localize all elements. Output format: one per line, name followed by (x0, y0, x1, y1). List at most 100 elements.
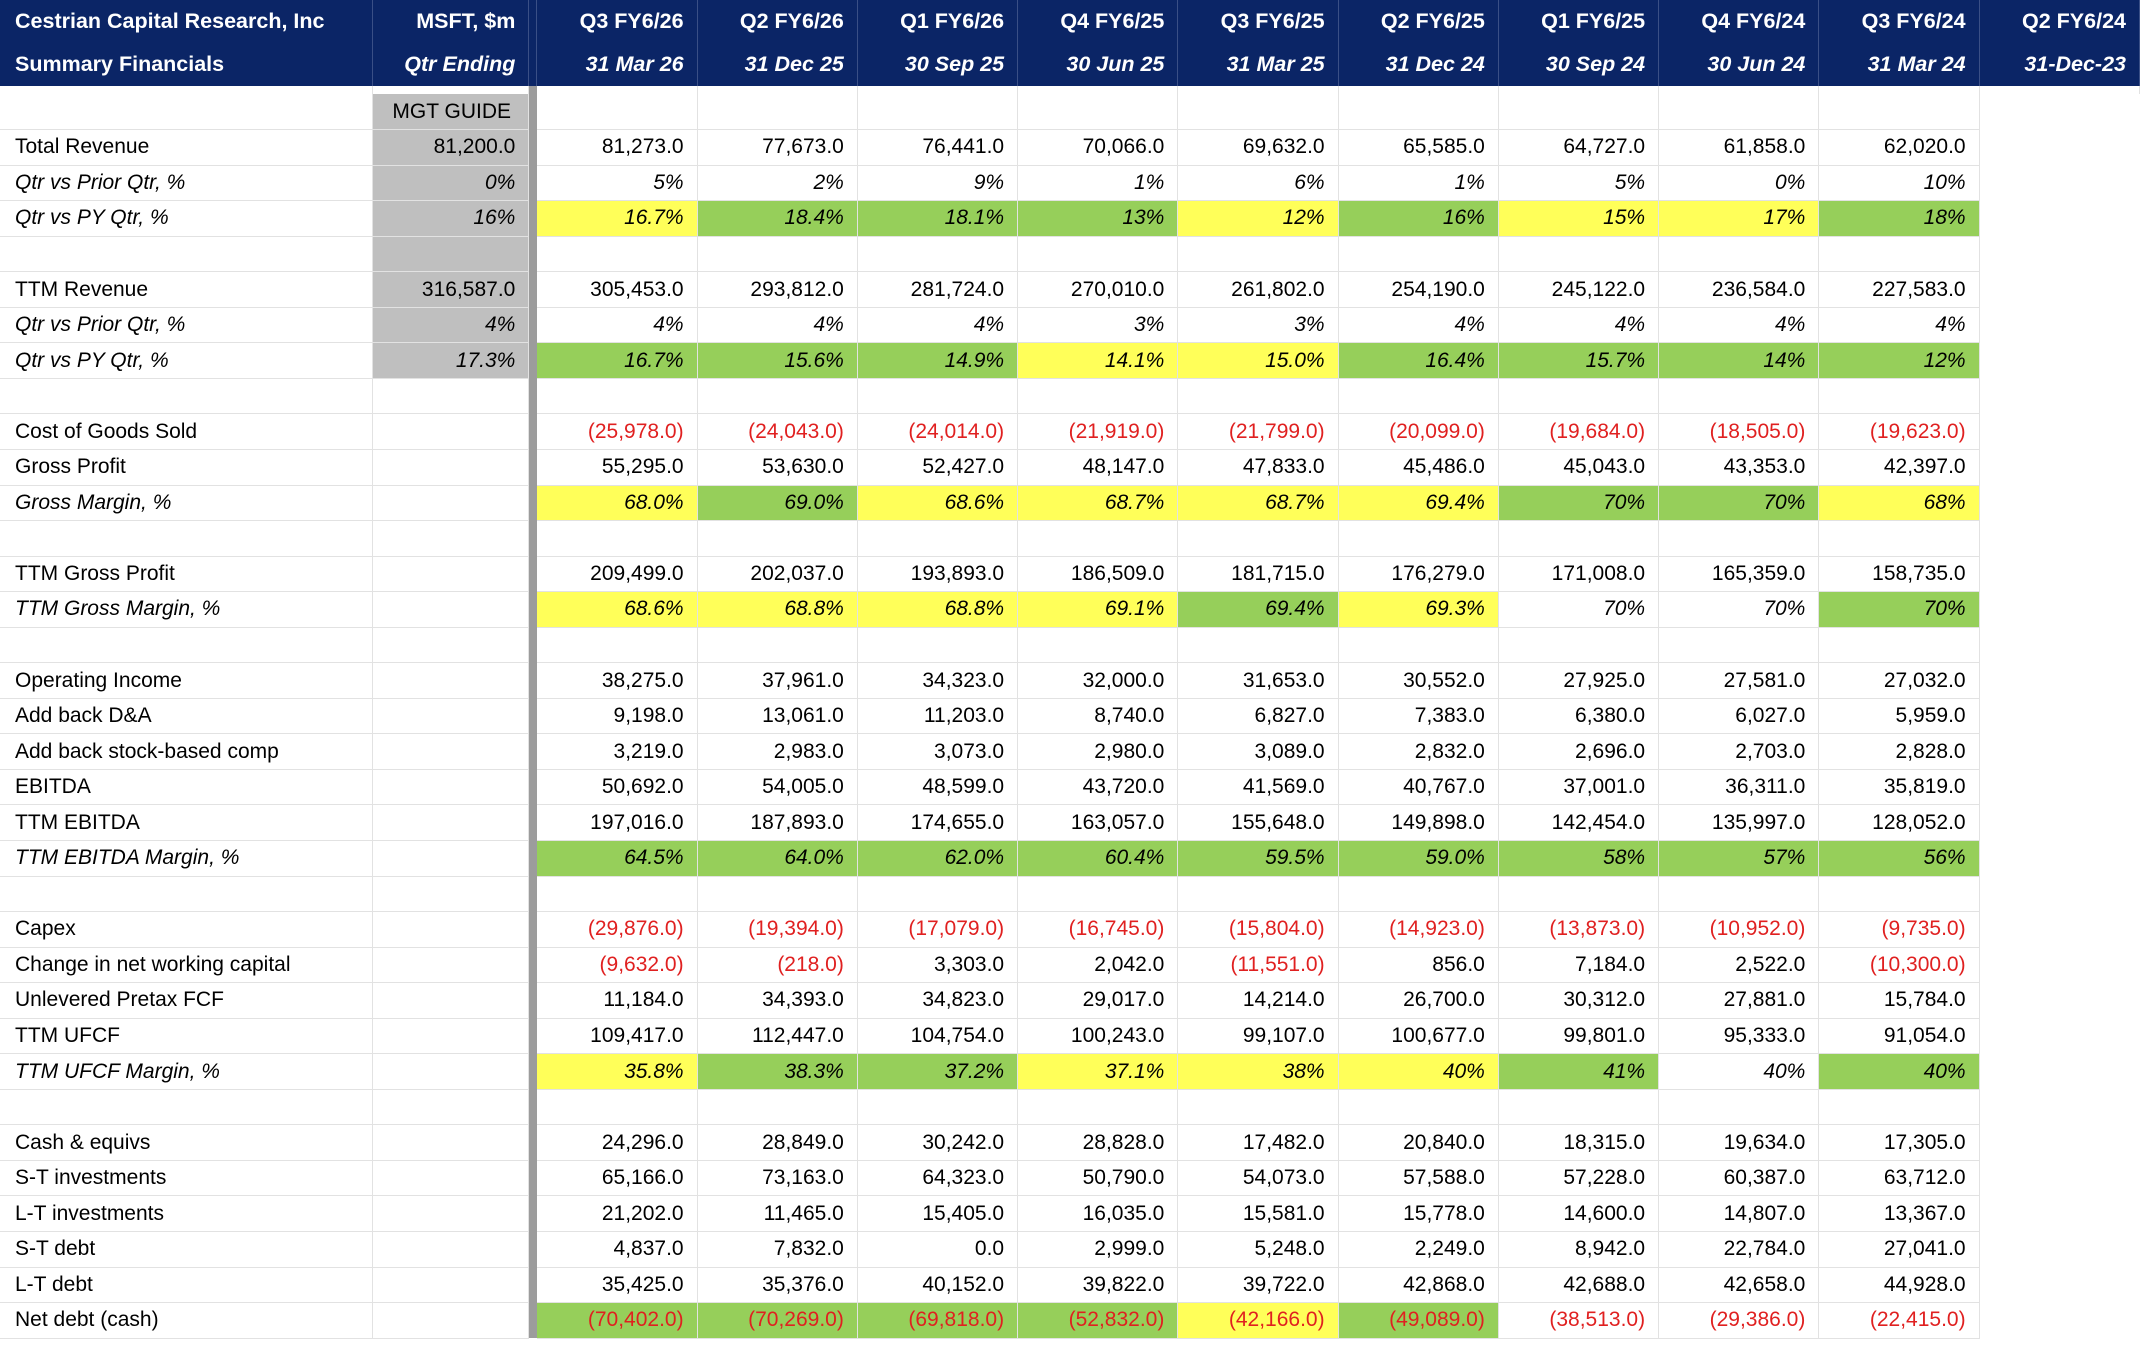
quarter-date[interactable]: 31-Dec-23 (1979, 43, 2140, 86)
row-label[interactable] (0, 520, 374, 557)
data-cell[interactable] (1017, 94, 1179, 131)
data-cell[interactable]: 38.3% (697, 1053, 858, 1090)
data-cell[interactable]: 35,376.0 (697, 1267, 858, 1304)
data-cell[interactable]: 5,248.0 (1177, 1231, 1339, 1268)
data-cell[interactable]: 62.0% (857, 840, 1019, 877)
data-cell[interactable]: 56% (1818, 840, 1980, 877)
data-cell[interactable]: 2,828.0 (1818, 733, 1980, 770)
data-cell[interactable]: 16.7% (536, 200, 698, 237)
data-cell[interactable] (1818, 876, 1980, 913)
data-cell[interactable] (1818, 236, 1980, 273)
quarter-date[interactable]: 30 Sep 24 (1498, 43, 1660, 86)
quarter-date[interactable]: 31 Mar 26 (536, 43, 698, 86)
data-cell[interactable]: 181,715.0 (1177, 556, 1339, 593)
data-cell[interactable]: 3,219.0 (536, 733, 698, 770)
row-label[interactable] (0, 627, 374, 664)
data-cell[interactable]: 37.2% (857, 1053, 1019, 1090)
data-cell[interactable]: 81,273.0 (536, 129, 698, 166)
data-cell[interactable]: 39,822.0 (1017, 1267, 1179, 1304)
data-cell[interactable]: 17,305.0 (1818, 1124, 1980, 1161)
data-cell[interactable]: 69.3% (1338, 591, 1499, 628)
data-cell[interactable]: 27,041.0 (1818, 1231, 1980, 1268)
data-cell[interactable]: 13% (1017, 200, 1179, 237)
data-cell[interactable]: 60,387.0 (1658, 1160, 1820, 1197)
row-label[interactable]: Cost of Goods Sold (0, 413, 374, 450)
data-cell[interactable] (536, 378, 698, 415)
guide-cell[interactable]: 17.3% (372, 342, 530, 379)
data-cell[interactable]: 281,724.0 (857, 271, 1019, 308)
data-cell[interactable]: (218.0) (697, 947, 858, 984)
data-cell[interactable]: 7,383.0 (1338, 698, 1499, 735)
guide-cell[interactable]: 316,587.0 (372, 271, 530, 308)
data-cell[interactable]: 99,107.0 (1177, 1018, 1339, 1055)
data-cell[interactable]: 14,214.0 (1177, 982, 1339, 1019)
data-cell[interactable]: 13,061.0 (697, 698, 858, 735)
data-cell[interactable] (1658, 236, 1820, 273)
data-cell[interactable]: (70,402.0) (536, 1302, 698, 1339)
data-cell[interactable]: 20,840.0 (1338, 1124, 1499, 1161)
data-cell[interactable]: 31,653.0 (1177, 662, 1339, 699)
data-cell[interactable]: 48,599.0 (857, 769, 1019, 806)
row-label[interactable]: L-T investments (0, 1195, 374, 1232)
data-cell[interactable]: 43,720.0 (1017, 769, 1179, 806)
data-cell[interactable]: 112,447.0 (697, 1018, 858, 1055)
quarter-date[interactable]: 31 Dec 24 (1338, 43, 1499, 86)
data-cell[interactable] (1818, 627, 1980, 664)
data-cell[interactable]: (20,099.0) (1338, 413, 1499, 450)
data-cell[interactable]: 128,052.0 (1818, 804, 1980, 841)
quarter-date[interactable]: 31 Mar 24 (1818, 43, 1980, 86)
data-cell[interactable]: 17% (1658, 200, 1820, 237)
data-cell[interactable] (1498, 94, 1660, 131)
data-cell[interactable]: 8,740.0 (1017, 698, 1179, 735)
data-cell[interactable]: 6,380.0 (1498, 698, 1660, 735)
row-label[interactable]: TTM Gross Profit (0, 556, 374, 593)
data-cell[interactable] (1177, 627, 1339, 664)
data-cell[interactable]: 21,202.0 (536, 1195, 698, 1232)
data-cell[interactable]: 59.0% (1338, 840, 1499, 877)
data-cell[interactable]: 54,005.0 (697, 769, 858, 806)
data-cell[interactable]: 2,980.0 (1017, 733, 1179, 770)
data-cell[interactable]: 55,295.0 (536, 449, 698, 486)
row-label[interactable]: Qtr vs Prior Qtr, % (0, 307, 374, 344)
data-cell[interactable]: 57,588.0 (1338, 1160, 1499, 1197)
data-cell[interactable] (1177, 378, 1339, 415)
quarter-header[interactable]: Q4 FY6/24 (1658, 0, 1820, 43)
data-cell[interactable]: 69.1% (1017, 591, 1179, 628)
data-cell[interactable]: 193,893.0 (857, 556, 1019, 593)
data-cell[interactable] (857, 876, 1019, 913)
guide-cell[interactable] (372, 1231, 530, 1268)
data-cell[interactable] (536, 236, 698, 273)
data-cell[interactable]: (14,923.0) (1338, 911, 1499, 948)
data-cell[interactable]: 37,001.0 (1498, 769, 1660, 806)
data-cell[interactable]: 171,008.0 (1498, 556, 1660, 593)
data-cell[interactable]: 4% (1498, 307, 1660, 344)
guide-cell[interactable] (372, 733, 530, 770)
data-cell[interactable]: 70,066.0 (1017, 129, 1179, 166)
data-cell[interactable] (1338, 94, 1499, 131)
data-cell[interactable]: (15,804.0) (1177, 911, 1339, 948)
data-cell[interactable] (857, 520, 1019, 557)
row-label[interactable] (0, 876, 374, 913)
data-cell[interactable]: (22,415.0) (1818, 1302, 1980, 1339)
data-cell[interactable]: 100,243.0 (1017, 1018, 1179, 1055)
row-label[interactable]: Change in net working capital (0, 947, 374, 984)
data-cell[interactable]: 99,801.0 (1498, 1018, 1660, 1055)
guide-cell[interactable] (372, 876, 530, 913)
data-cell[interactable]: 245,122.0 (1498, 271, 1660, 308)
data-cell[interactable]: 95,333.0 (1658, 1018, 1820, 1055)
data-cell[interactable]: 254,190.0 (1338, 271, 1499, 308)
data-cell[interactable]: 24,296.0 (536, 1124, 698, 1161)
data-cell[interactable]: 15.7% (1498, 342, 1660, 379)
quarter-date[interactable]: 31 Dec 25 (697, 43, 858, 86)
data-cell[interactable]: 27,925.0 (1498, 662, 1660, 699)
data-cell[interactable]: 187,893.0 (697, 804, 858, 841)
data-cell[interactable]: 65,166.0 (536, 1160, 698, 1197)
qtr-ending-label[interactable]: Qtr Ending (372, 43, 530, 86)
data-cell[interactable]: 2,703.0 (1658, 733, 1820, 770)
quarter-header[interactable]: Q3 FY6/25 (1177, 0, 1339, 43)
data-cell[interactable]: (21,919.0) (1017, 413, 1179, 450)
data-cell[interactable]: 64.0% (697, 840, 858, 877)
data-cell[interactable]: 6% (1177, 165, 1339, 202)
mgt-guide-label[interactable]: MGT GUIDE (372, 94, 530, 131)
data-cell[interactable] (857, 378, 1019, 415)
